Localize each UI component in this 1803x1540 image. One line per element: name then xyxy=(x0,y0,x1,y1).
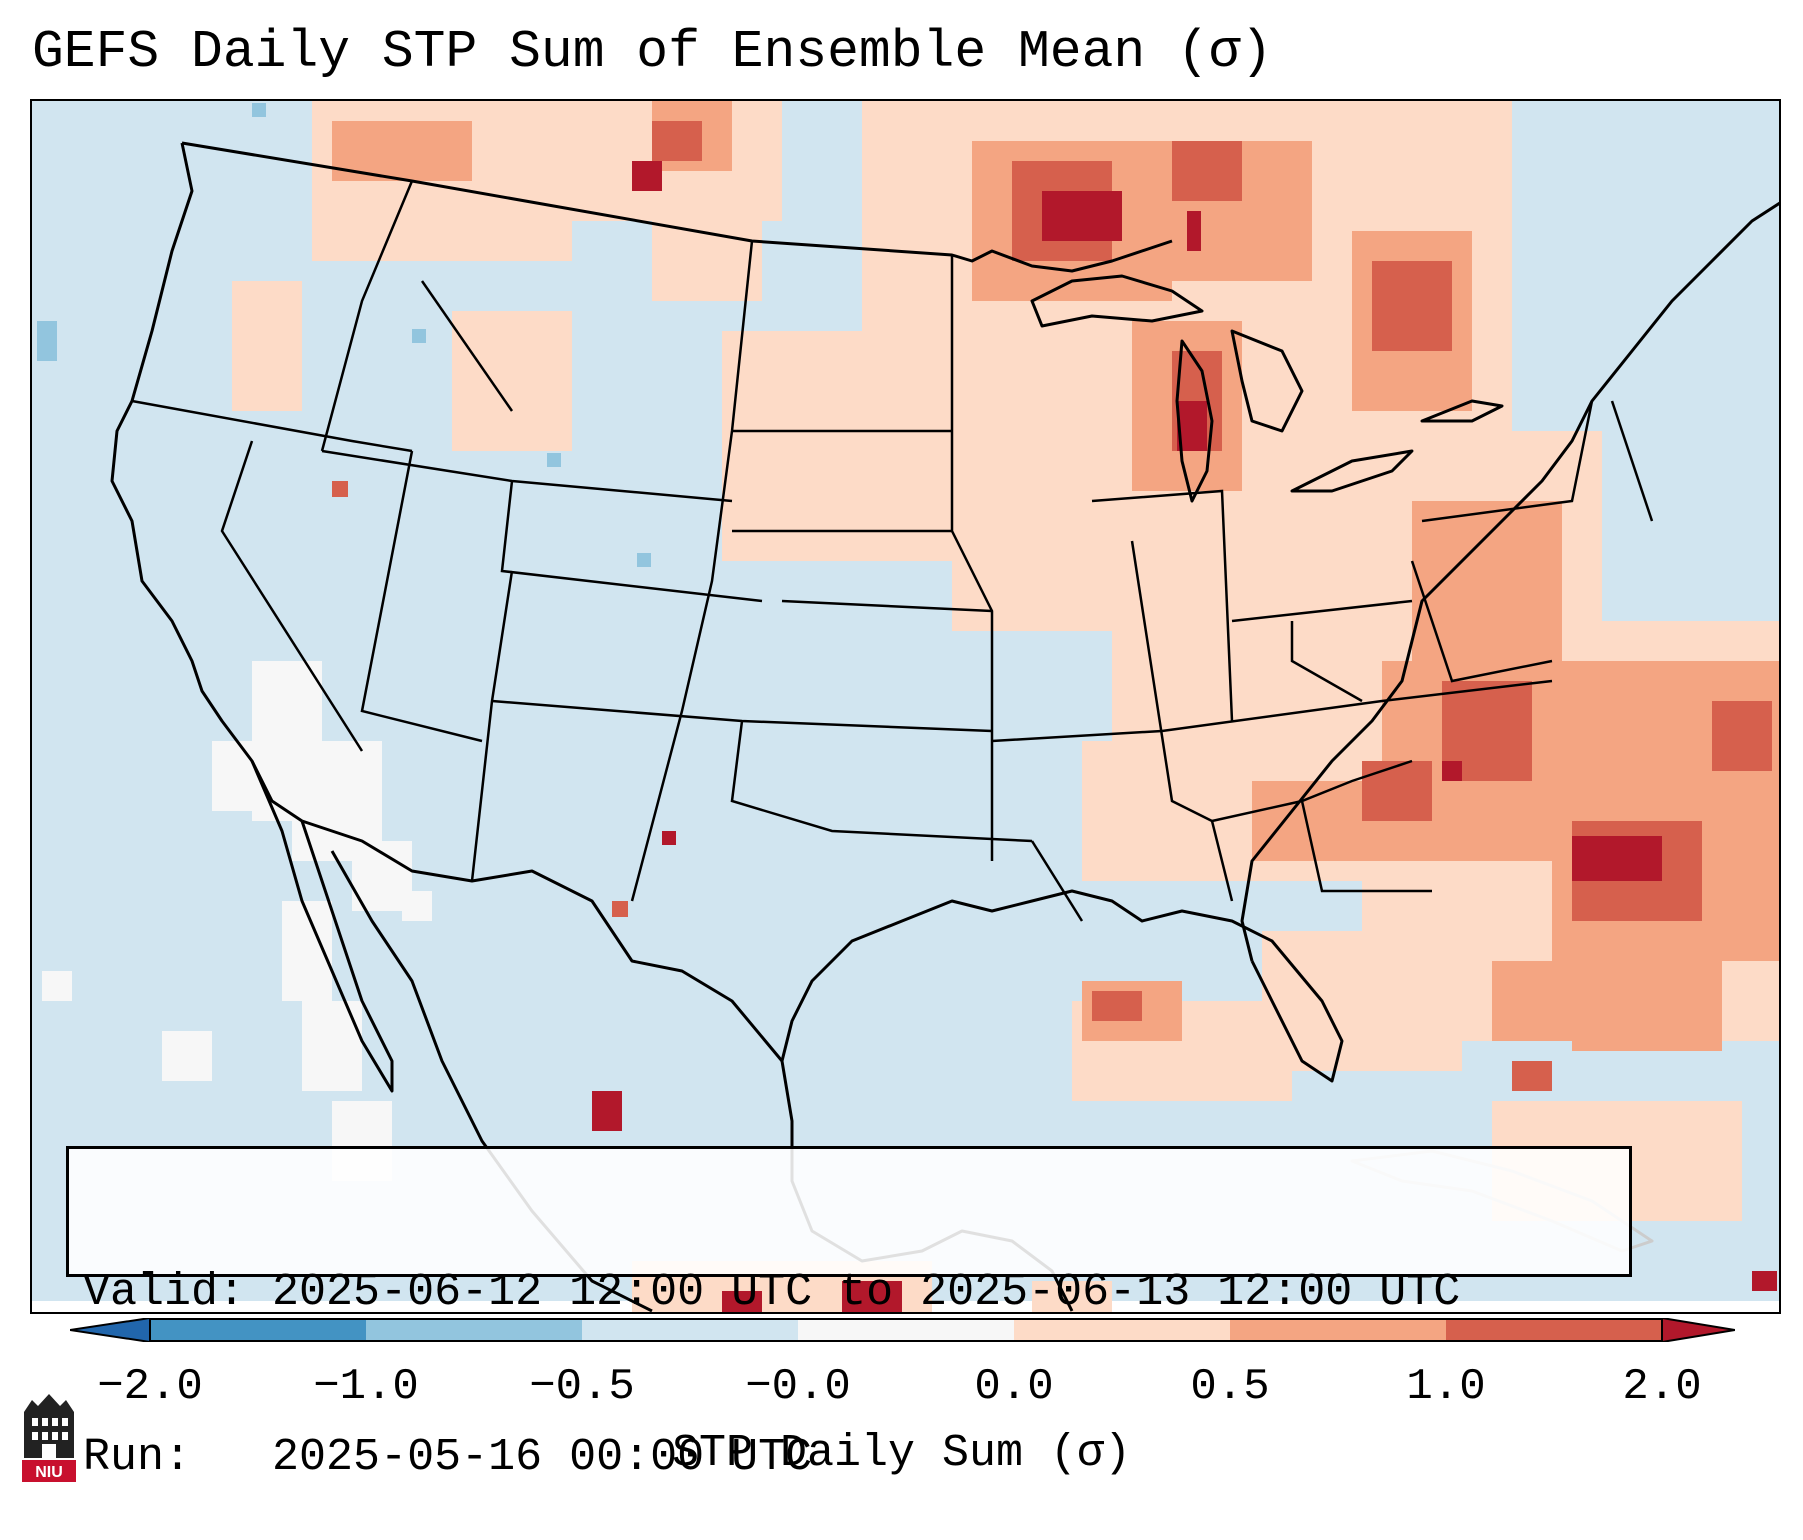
gulf-coastline xyxy=(780,889,1344,1083)
chart-title: GEFS Daily STP Sum of Ensemble Mean (σ) xyxy=(32,22,1273,82)
run-row: Run: 2025-05-16 00:00 UTC xyxy=(83,1430,1615,1485)
run-label: Run: xyxy=(83,1432,192,1483)
baja-coastline xyxy=(250,760,394,1093)
colorbar-seg-0 xyxy=(150,1318,366,1342)
colorbar-high-extend xyxy=(1661,1318,1735,1342)
boundary-lines xyxy=(110,141,1779,1312)
state-boundaries xyxy=(131,180,1654,922)
colorbar-low-extend xyxy=(70,1318,151,1342)
lake-michigan xyxy=(1175,339,1214,503)
map-svg xyxy=(32,101,1779,1312)
colorbar-seg-6 xyxy=(1446,1318,1662,1342)
positive-anomaly-extreme-layer xyxy=(592,161,1777,1312)
valid-value: 2025-06-12 12:00 UTC to 2025-06-13 12:00… xyxy=(272,1267,1461,1318)
colorbar-seg-5 xyxy=(1230,1318,1446,1342)
lake-superior xyxy=(1030,274,1204,328)
colorbar-tick-label: 0.0 xyxy=(974,1362,1054,1412)
run-value: 2025-05-16 00:00 UTC xyxy=(272,1432,813,1483)
lake-ontario xyxy=(1420,399,1504,423)
colorbar-tick-label: 2.0 xyxy=(1622,1362,1702,1412)
us-mexico-border xyxy=(301,819,784,1062)
colorbar-seg-2 xyxy=(582,1318,798,1342)
colorbar-tick-label: 1.0 xyxy=(1406,1362,1486,1412)
map-panel xyxy=(30,99,1781,1314)
valid-label: Valid: xyxy=(83,1267,246,1318)
validity-info-box: Valid: 2025-06-12 12:00 UTC to 2025-06-1… xyxy=(66,1146,1632,1483)
lake-erie xyxy=(1290,449,1414,493)
negative-anomaly-layer xyxy=(37,103,651,567)
colorbar-seg-1 xyxy=(366,1318,582,1342)
colorbar-label: STP Daily Sum (σ) xyxy=(671,1428,1132,1479)
colorbar-outline xyxy=(149,1318,1663,1342)
colorbar-seg-3 xyxy=(798,1318,1014,1342)
niu-logo: NIU xyxy=(22,1394,76,1482)
colorbar xyxy=(70,1318,1735,1342)
colorbar-tick-label: −2.0 xyxy=(97,1362,203,1412)
pacific-coastline xyxy=(110,142,303,823)
colorbar-tick-label: −1.0 xyxy=(313,1362,419,1412)
colorbar-tick-label: −0.5 xyxy=(529,1362,635,1412)
colorbar-seg-4 xyxy=(1014,1318,1230,1342)
logo-text: NIU xyxy=(35,1464,63,1481)
lake-huron xyxy=(1230,329,1304,433)
valid-row: Valid: 2025-06-12 12:00 UTC to 2025-06-1… xyxy=(83,1265,1615,1320)
colorbar-tick-label: 0.5 xyxy=(1190,1362,1270,1412)
colorbar-tick-label: −0.0 xyxy=(745,1362,851,1412)
us-canada-border xyxy=(181,141,1173,273)
